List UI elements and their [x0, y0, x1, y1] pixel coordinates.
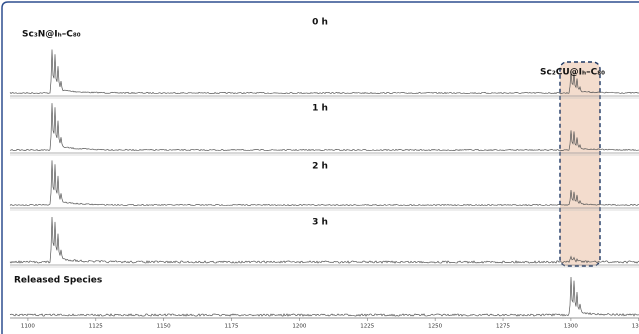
x-axis: 1100 1125 1150 1175 1200 1225 1250 1275 1300 1325: [10, 317, 639, 330]
species-label: Sc₃N@Iₕ–C₈₀: [22, 30, 81, 40]
spectrum-trace: [9, 276, 639, 317]
highlight-box: [559, 61, 601, 267]
x-tick-label: 1200: [292, 324, 306, 330]
x-tick-label: 1150: [157, 324, 171, 330]
panel-label: 3 h: [312, 218, 328, 228]
x-tick-label: 1125: [89, 324, 103, 330]
x-tick-label: 1275: [496, 324, 510, 330]
panel-label: 0 h: [312, 18, 328, 28]
panel-label: Released Species: [14, 276, 102, 286]
spectrum-trace: [9, 216, 639, 264]
x-tick-label: 1325: [632, 324, 639, 330]
separators: [10, 95, 639, 268]
x-tick-label: 1175: [225, 324, 239, 330]
panel-label: 2 h: [312, 162, 328, 172]
x-tick-label: 1300: [564, 324, 578, 330]
traces: [9, 49, 639, 317]
panel-label: 1 h: [312, 104, 328, 114]
spectrum-trace: [9, 103, 639, 152]
spectrum-trace: [9, 49, 639, 95]
x-tick-label: 1225: [360, 324, 374, 330]
x-tick-label: 1100: [21, 324, 35, 330]
species-label: Sc₂CU@Iₕ–C₈₀: [540, 68, 605, 78]
x-tick-label: 1250: [428, 324, 442, 330]
spectrum-trace: [9, 160, 639, 207]
